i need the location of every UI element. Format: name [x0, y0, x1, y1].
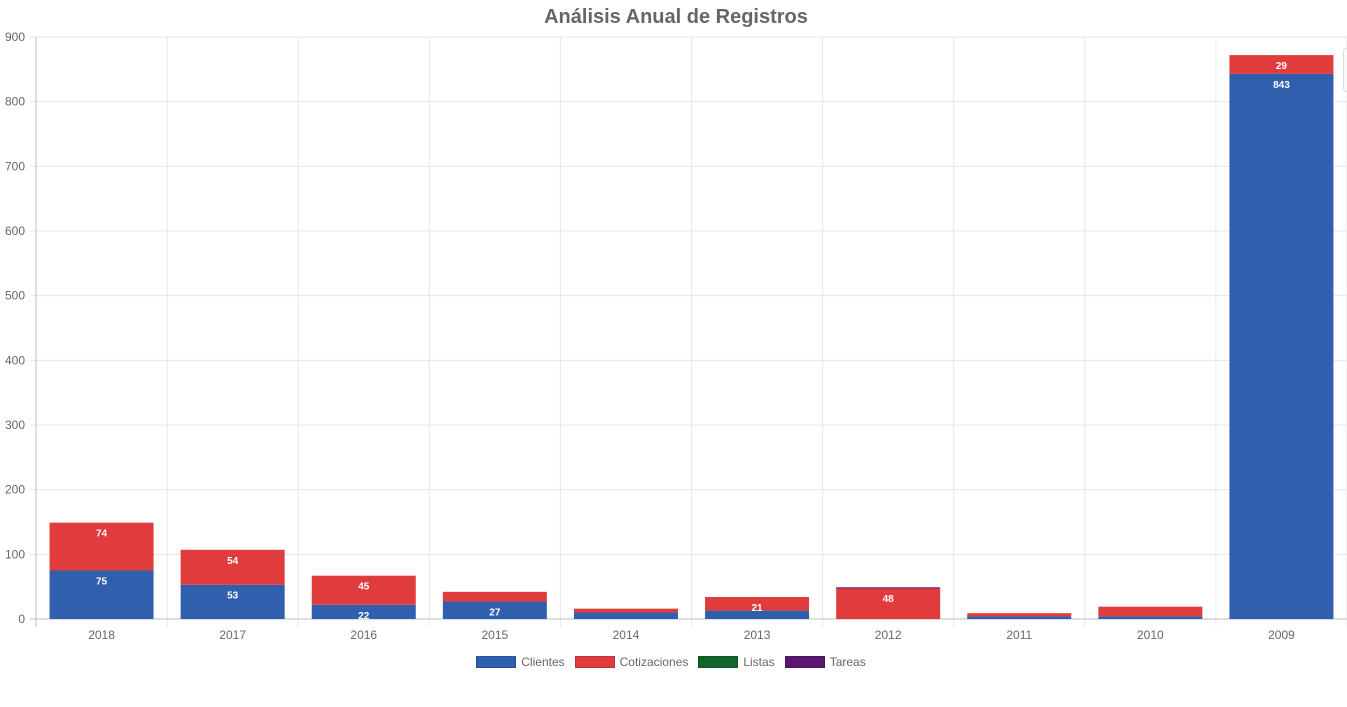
x-tick-label: 2013 — [744, 628, 771, 642]
bar-clientes[interactable] — [573, 612, 678, 619]
bar-cotizaciones[interactable] — [311, 575, 416, 605]
data-label: 75 — [96, 577, 108, 588]
y-tick-label: 300 — [5, 418, 25, 432]
data-label: 27 — [489, 608, 501, 619]
bar-cotizaciones[interactable] — [49, 522, 154, 571]
chart-legend: Clientes Cotizaciones Listas Tareas — [0, 655, 1342, 669]
bar-cotizaciones[interactable] — [967, 613, 1072, 617]
legend-swatch — [574, 656, 615, 668]
legend-label: Listas — [743, 655, 775, 669]
bar-clientes[interactable] — [442, 601, 547, 619]
bar-tareas[interactable] — [836, 587, 941, 589]
data-label: 843 — [1273, 80, 1290, 91]
bar-clientes[interactable] — [49, 570, 154, 620]
legend-swatch — [784, 656, 825, 668]
data-label: 54 — [227, 556, 239, 567]
y-tick-label: 500 — [5, 289, 25, 303]
bar-cotizaciones[interactable] — [442, 591, 547, 602]
bar-cotizaciones[interactable] — [836, 587, 941, 619]
data-label: 48 — [883, 594, 895, 605]
data-label: 74 — [96, 529, 108, 540]
x-tick-label: 2009 — [1268, 628, 1295, 642]
data-label: 53 — [227, 591, 239, 602]
legend-item-tareas[interactable]: Tareas — [784, 655, 866, 669]
x-tick-label: 2015 — [481, 628, 508, 642]
bar-cotizaciones[interactable] — [180, 549, 285, 585]
y-tick-label: 700 — [5, 159, 25, 173]
bar-clientes[interactable] — [1098, 616, 1203, 619]
x-tick-label: 2011 — [1006, 628, 1032, 642]
x-tick-label: 2014 — [613, 628, 640, 642]
bar-clientes[interactable] — [311, 604, 416, 619]
legend-swatch — [698, 656, 739, 668]
legend-swatch — [476, 656, 517, 668]
bar-cotizaciones[interactable] — [573, 608, 678, 613]
bar-clientes[interactable] — [967, 616, 1072, 619]
bar-clientes[interactable] — [180, 584, 285, 619]
side-panel-tab[interactable] — [1343, 48, 1347, 92]
chart-title: Análisis Anual de Registros — [544, 6, 808, 28]
legend-item-listas[interactable]: Listas — [698, 655, 775, 669]
data-label: 22 — [358, 611, 370, 622]
data-label: 45 — [358, 582, 370, 593]
bar-cotizaciones[interactable] — [1098, 606, 1203, 617]
legend-item-clientes[interactable]: Clientes — [476, 655, 565, 669]
legend-label: Clientes — [521, 655, 565, 669]
y-tick-label: 0 — [18, 612, 25, 626]
bar-cotizaciones[interactable] — [705, 597, 810, 611]
y-tick-label: 100 — [5, 547, 25, 561]
bar-clientes[interactable] — [1229, 73, 1334, 620]
bar-clientes[interactable] — [705, 610, 810, 619]
bar-cotizaciones[interactable] — [1229, 55, 1334, 74]
y-tick-label: 200 — [5, 483, 25, 497]
legend-label: Cotizaciones — [619, 655, 689, 669]
x-tick-label: 2018 — [88, 628, 115, 642]
data-label: 21 — [751, 603, 763, 614]
legend-item-cotizaciones[interactable]: Cotizaciones — [574, 655, 689, 669]
y-tick-label: 400 — [5, 353, 25, 367]
x-tick-label: 2016 — [350, 628, 377, 642]
x-tick-label: 2012 — [875, 628, 902, 642]
y-tick-label: 800 — [5, 95, 25, 109]
legend-label: Tareas — [829, 655, 866, 669]
y-tick-label: 600 — [5, 224, 25, 238]
x-tick-label: 2010 — [1137, 628, 1164, 642]
y-tick-label: 900 — [5, 30, 25, 44]
data-label: 29 — [1276, 61, 1288, 72]
x-tick-label: 2017 — [219, 628, 246, 642]
